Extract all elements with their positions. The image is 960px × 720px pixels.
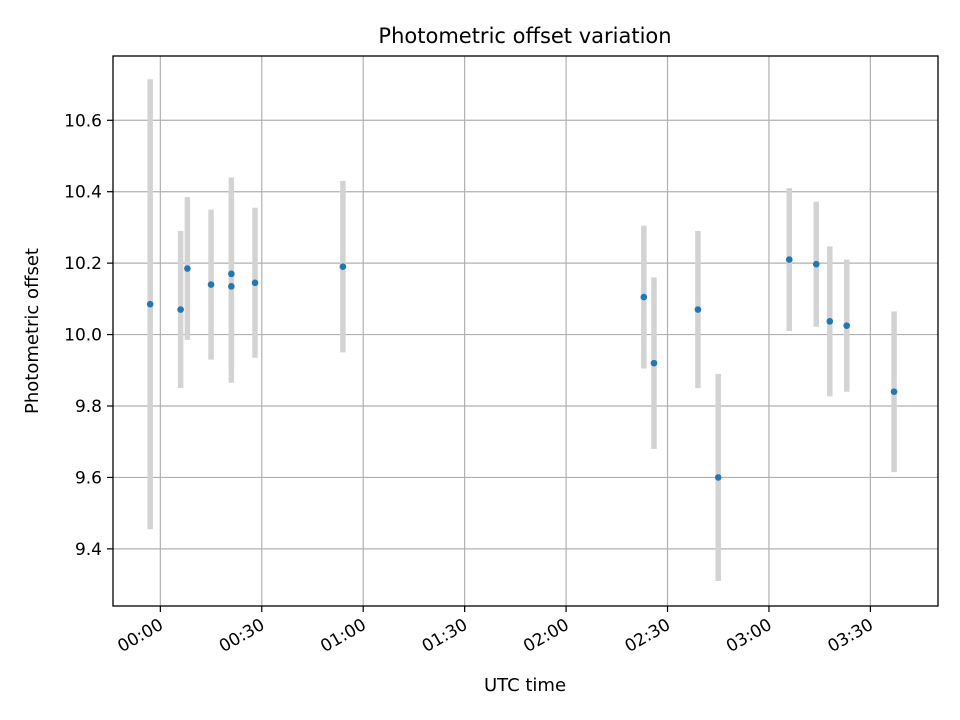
y-tick-label: 9.6 <box>75 468 102 488</box>
data-points <box>146 256 898 481</box>
data-point <box>251 279 259 287</box>
data-point <box>184 265 191 272</box>
y-tick-label: 9.4 <box>75 540 102 560</box>
data-point <box>228 283 235 290</box>
x-tick-label: 01:30 <box>419 615 471 657</box>
data-point <box>694 306 702 313</box>
y-tick-label: 10.0 <box>64 326 102 346</box>
data-point <box>812 260 820 268</box>
plot-frame <box>112 55 939 607</box>
x-tick-label: 00:30 <box>216 615 268 657</box>
x-axis-label: UTC time <box>484 675 566 696</box>
y-tick-label: 10.6 <box>64 111 102 131</box>
x-tick-label: 02:00 <box>520 615 572 657</box>
chart-title: Photometric offset variation <box>378 24 671 48</box>
x-tick-label: 00:00 <box>114 615 166 657</box>
data-point <box>177 306 184 313</box>
y-tick-label: 10.2 <box>64 254 102 274</box>
y-tick-label: 10.4 <box>64 183 102 203</box>
data-point <box>890 388 898 396</box>
x-axis: 00:00 00:30 01:00 01:30 02:00 02:30 03:00 03:30 <box>114 606 877 657</box>
data-point <box>785 256 793 263</box>
x-tick-label: 01:00 <box>317 615 369 657</box>
grid <box>113 56 938 606</box>
data-point <box>714 474 722 481</box>
data-point <box>228 270 235 278</box>
data-point <box>826 318 834 325</box>
data-point <box>207 281 215 288</box>
y-axis-label: Photometric offset <box>22 248 43 414</box>
x-tick-label: 03:30 <box>824 615 876 657</box>
data-point <box>650 359 658 367</box>
data-point <box>146 300 154 308</box>
x-tick-label: 03:00 <box>723 615 775 657</box>
x-tick-label: 02:30 <box>622 615 674 657</box>
y-tick-label: 9.8 <box>75 397 102 417</box>
data-point <box>843 322 851 329</box>
data-point <box>339 263 347 271</box>
data-point <box>640 293 648 301</box>
y-axis: 9.4 9.6 9.8 10.0 10.2 10.4 10.6 <box>64 111 113 560</box>
